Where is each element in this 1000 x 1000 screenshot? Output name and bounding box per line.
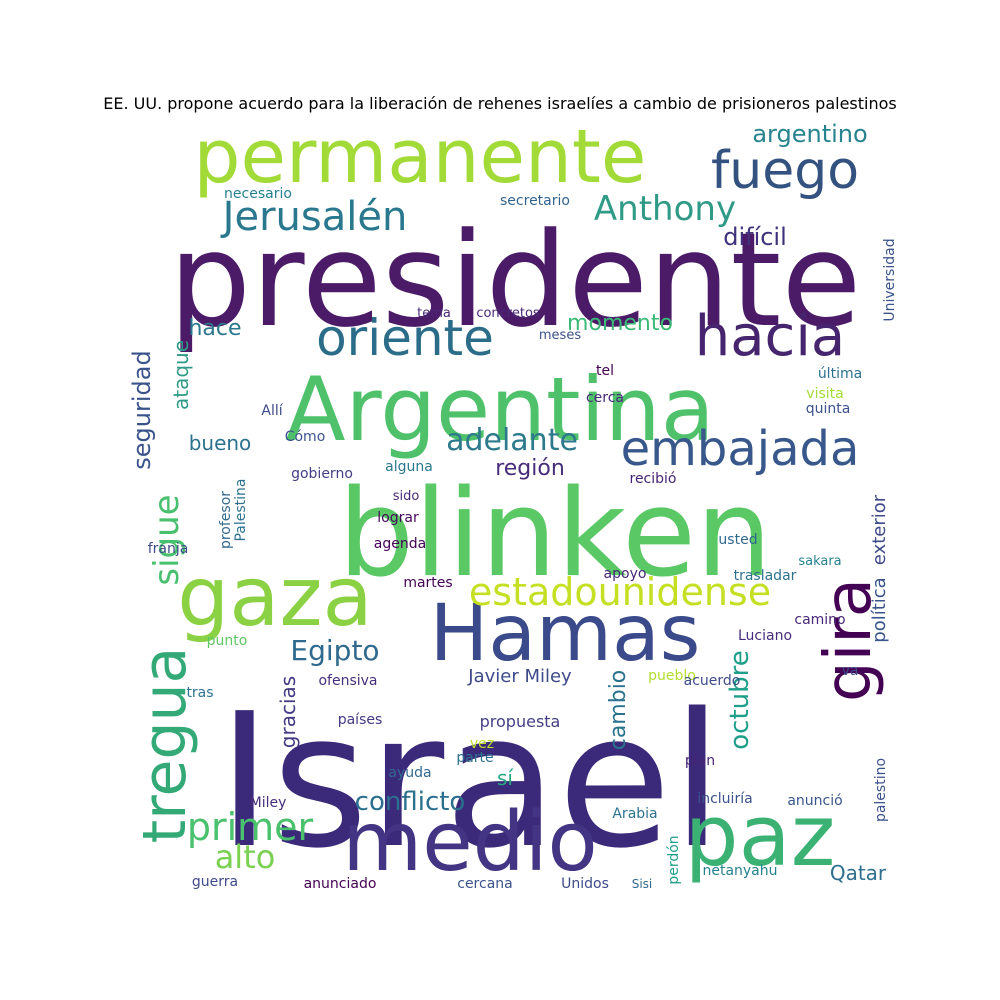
word-19: argentino <box>752 120 867 148</box>
word-18: Anthony <box>594 189 736 229</box>
word-54: anunciado <box>304 876 377 892</box>
word-8: medio <box>342 795 597 890</box>
word-23: conflicto <box>355 787 466 817</box>
word-69: visita <box>806 386 843 402</box>
word-13: Jerusalén <box>220 194 408 240</box>
word-36: Qatar <box>830 861 887 885</box>
word-9: paz <box>685 787 836 886</box>
word-53: Unidos <box>561 876 609 892</box>
word-86: concretos <box>476 306 540 321</box>
word-7: permanente <box>194 114 647 200</box>
word-32: bueno <box>189 431 252 455</box>
word-76: Miley <box>250 795 287 811</box>
word-11: hacia <box>695 304 845 369</box>
word-46: apoyo <box>604 566 647 582</box>
word-6: gaza <box>177 550 373 645</box>
word-33: ataque <box>169 340 193 410</box>
word-77: parte <box>456 750 493 766</box>
word-21: primer <box>187 805 314 849</box>
word-65: Palestina <box>233 478 249 541</box>
word-17: estadounidense <box>469 570 771 614</box>
word-71: última <box>818 366 862 382</box>
word-55: cercana <box>457 876 513 892</box>
word-2: presidente <box>169 204 862 356</box>
word-85: tema <box>417 306 451 321</box>
word-58: guerra <box>192 874 238 890</box>
word-68: cerca <box>586 390 624 406</box>
word-51: ofensiva <box>318 673 377 689</box>
word-59: anunció <box>787 793 842 809</box>
word-49: pueblo <box>648 668 696 684</box>
word-45: palestino <box>873 758 889 822</box>
word-30: región <box>495 456 565 481</box>
word-83: martes <box>403 575 452 591</box>
word-56: perdón <box>666 835 682 884</box>
word-3: blinken <box>338 465 772 604</box>
word-39: propuesta <box>480 712 561 731</box>
word-44: exterior <box>869 494 890 565</box>
word-22: alto <box>215 838 276 876</box>
word-14: gira <box>812 578 886 702</box>
word-48: Luciano <box>738 628 792 644</box>
word-34: gracias <box>276 676 300 748</box>
word-43: política <box>869 577 890 642</box>
word-60: incluiría <box>697 791 752 807</box>
word-50: acuerdo <box>684 673 741 689</box>
word-1: Israel <box>217 673 723 889</box>
word-47: trasladar <box>734 568 797 584</box>
word-91: alguna <box>385 459 433 475</box>
word-75: países <box>338 712 383 728</box>
word-29: hace <box>188 316 241 341</box>
word-88: sakara <box>798 554 841 569</box>
word-80: Sisi <box>632 877 653 891</box>
word-64: gobierno <box>291 466 353 482</box>
word-cloud-title: EE. UU. propone acuerdo para la liberaci… <box>103 94 897 113</box>
word-93: tel <box>596 363 614 379</box>
word-24: octubre <box>725 650 755 750</box>
word-89: usted <box>718 532 757 548</box>
word-42: Universidad <box>882 238 898 321</box>
word-27: seguridad <box>128 350 156 469</box>
word-15: tregua <box>130 647 200 844</box>
word-38: Javier Miley <box>467 666 572 687</box>
word-92: sido <box>393 489 420 504</box>
word-87: meses <box>539 328 581 343</box>
word-74: tras <box>186 685 213 701</box>
word-62: agenda <box>374 536 426 552</box>
word-66: profesor <box>218 491 234 549</box>
word-84: punto <box>207 633 248 649</box>
word-78: vez <box>470 736 494 752</box>
word-81: camino <box>794 612 845 628</box>
word-31: momento <box>567 311 673 336</box>
word-52: Arabia <box>612 806 657 822</box>
word-28: difícil <box>723 223 787 251</box>
word-57: netanyahu <box>702 863 777 879</box>
word-10: fuego <box>711 141 859 201</box>
word-67: franja <box>148 541 189 557</box>
word-61: plan <box>685 753 715 769</box>
word-63: lograr <box>377 510 419 526</box>
word-20: adelante <box>446 423 578 458</box>
word-90: recibió <box>630 471 677 487</box>
word-70: quinta <box>806 401 851 417</box>
word-5: Hamas <box>430 589 701 679</box>
word-25: Egipto <box>290 634 379 667</box>
word-37: sí <box>497 766 514 790</box>
word-35: cambio <box>606 670 631 751</box>
word-26: sigue <box>147 494 187 585</box>
word-16: embajada <box>621 421 860 477</box>
word-79: ayuda <box>388 765 431 781</box>
word-72: Allí <box>261 403 283 419</box>
word-82: va <box>842 663 859 679</box>
word-12: oriente <box>316 309 494 367</box>
word-40: secretario <box>500 193 570 209</box>
word-41: necesario <box>224 186 292 202</box>
word-73: Cómo <box>285 429 326 445</box>
word-4: Argentina <box>285 358 714 461</box>
